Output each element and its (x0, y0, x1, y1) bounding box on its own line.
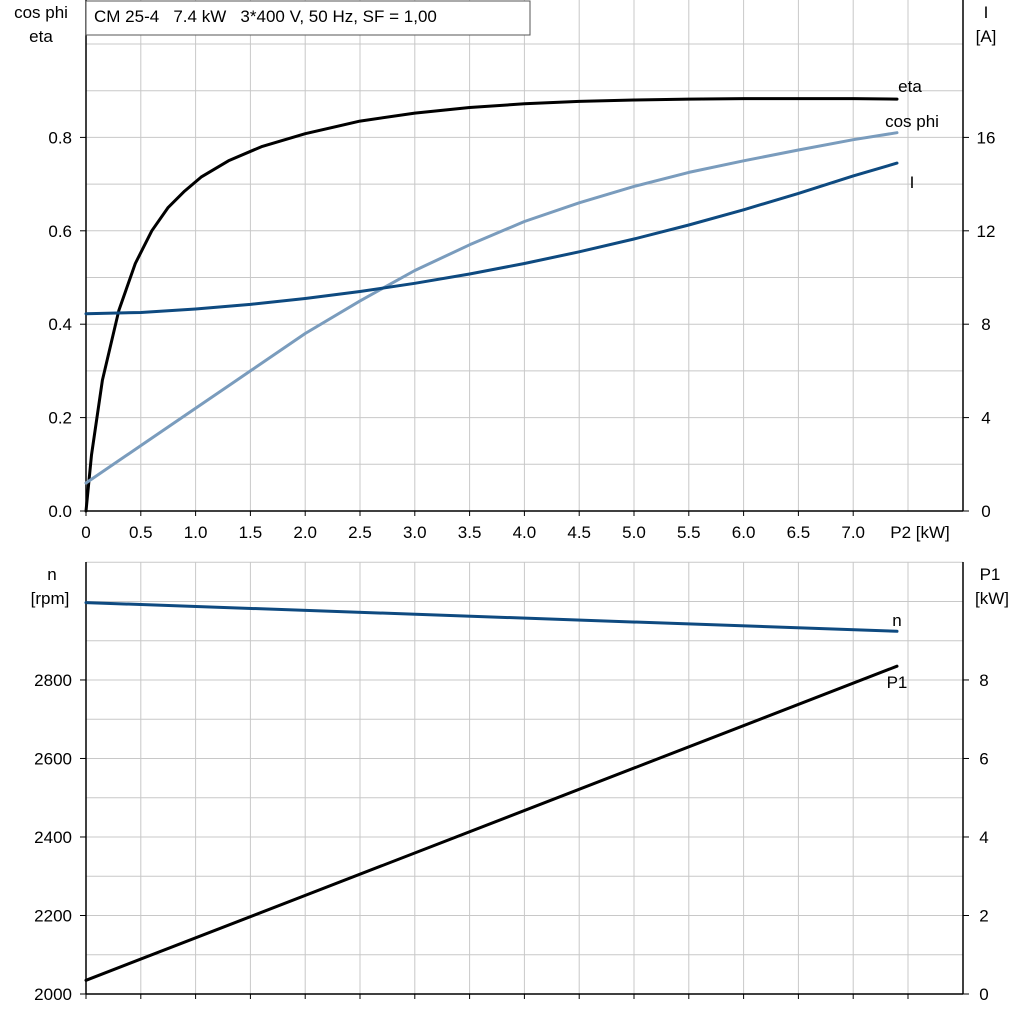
bottom-right-tick-label: 6 (979, 749, 988, 768)
top-x-tick-label: 1.0 (184, 523, 208, 542)
top-x-tick-label: 3.0 (403, 523, 427, 542)
chart-title-background (85, 0, 531, 36)
top-right-tick-label: 12 (977, 222, 996, 241)
series-line-I (84, 161, 899, 316)
bottom-right-tick-label: 8 (979, 671, 988, 690)
top-x-tick-label: 6.0 (732, 523, 756, 542)
bottom-left-axis-title-line2: [rpm] (31, 589, 70, 608)
top-x-tick-label: 2.0 (293, 523, 317, 542)
bottom-right-axis-title-line1: P1 (980, 565, 1001, 584)
bottom-left-axis-title-line1: n (47, 565, 56, 584)
series-label-n: n (892, 611, 901, 630)
top-right-tick-label: 0 (981, 502, 990, 521)
top-right-axis-title-line2: [A] (976, 27, 997, 46)
bottom-left-tick-label: 2800 (34, 671, 72, 690)
series-label-cos-phi: cos phi (885, 112, 939, 131)
top-x-tick-label: 4.5 (567, 523, 591, 542)
series-line-eta (84, 97, 899, 513)
top-x-tick-label: 7.0 (841, 523, 865, 542)
bottom-right-tick-label: 2 (979, 906, 988, 925)
top-right-tick-label: 4 (981, 409, 990, 428)
chart-title-box: CM 25-4 7.4 kW 3*400 V, 50 Hz, SF = 1,00 (85, 0, 531, 36)
top-right-tick-label: 16 (977, 128, 996, 147)
top-left-tick-label: 0.6 (48, 222, 72, 241)
top-x-tick-label: 3.5 (458, 523, 482, 542)
series-label-P1: P1 (887, 673, 908, 692)
top-x-tick-label: 2.5 (348, 523, 372, 542)
series-label-eta: eta (898, 77, 922, 96)
top-left-tick-label: 0.0 (48, 502, 72, 521)
bottom-right-axis-title-line2: [kW] (975, 589, 1009, 608)
top-x-tick-label: 4.0 (513, 523, 537, 542)
series-line-P1 (84, 664, 899, 982)
bottom-left-tick-label: 2600 (34, 749, 72, 768)
top-x-tick-label: 5.5 (677, 523, 701, 542)
top-right-axis-title-line1: I (984, 3, 989, 22)
bottom-right-tick-label: 0 (979, 985, 988, 1004)
bottom-chart: 2000 2200 2400 2600 2800 0 2 4 6 8 n [rpm] P1 [kW] n P1 (31, 561, 1009, 1004)
top-chart: 0.0 0.2 0.4 0.6 0.8 0 4 8 12 16 0 0.5 1.0 1.5 2.0 2.5 3.… (14, 0, 996, 542)
bottom-left-tick-label: 2400 (34, 828, 72, 847)
top-left-axis-title-line1: cos phi (14, 3, 68, 22)
top-x-tick-label: 0.5 (129, 523, 153, 542)
top-right-tick-label: 8 (981, 315, 990, 334)
series-line-n (84, 601, 899, 633)
bottom-left-tick-label: 2200 (34, 906, 72, 925)
series-line-cos-phi (84, 131, 899, 485)
bottom-left-tick-label: 2000 (34, 985, 72, 1004)
top-left-axis-title-line2: eta (29, 27, 53, 46)
top-x-tick-label: 1.5 (239, 523, 263, 542)
series-label-I: I (910, 173, 915, 192)
top-left-tick-label: 0.8 (48, 128, 72, 147)
top-left-tick-label: 0.2 (48, 409, 72, 428)
top-x-tick-label: 0 (81, 523, 90, 542)
top-x-tick-label: 5.0 (622, 523, 646, 542)
top-x-axis-label: P2 [kW] (890, 523, 950, 542)
chart-title: CM 25-4 7.4 kW 3*400 V, 50 Hz, SF = 1,00 (94, 7, 437, 26)
top-left-tick-label: 0.4 (48, 315, 72, 334)
top-x-tick-label: 6.5 (787, 523, 811, 542)
bottom-right-tick-label: 4 (979, 828, 988, 847)
